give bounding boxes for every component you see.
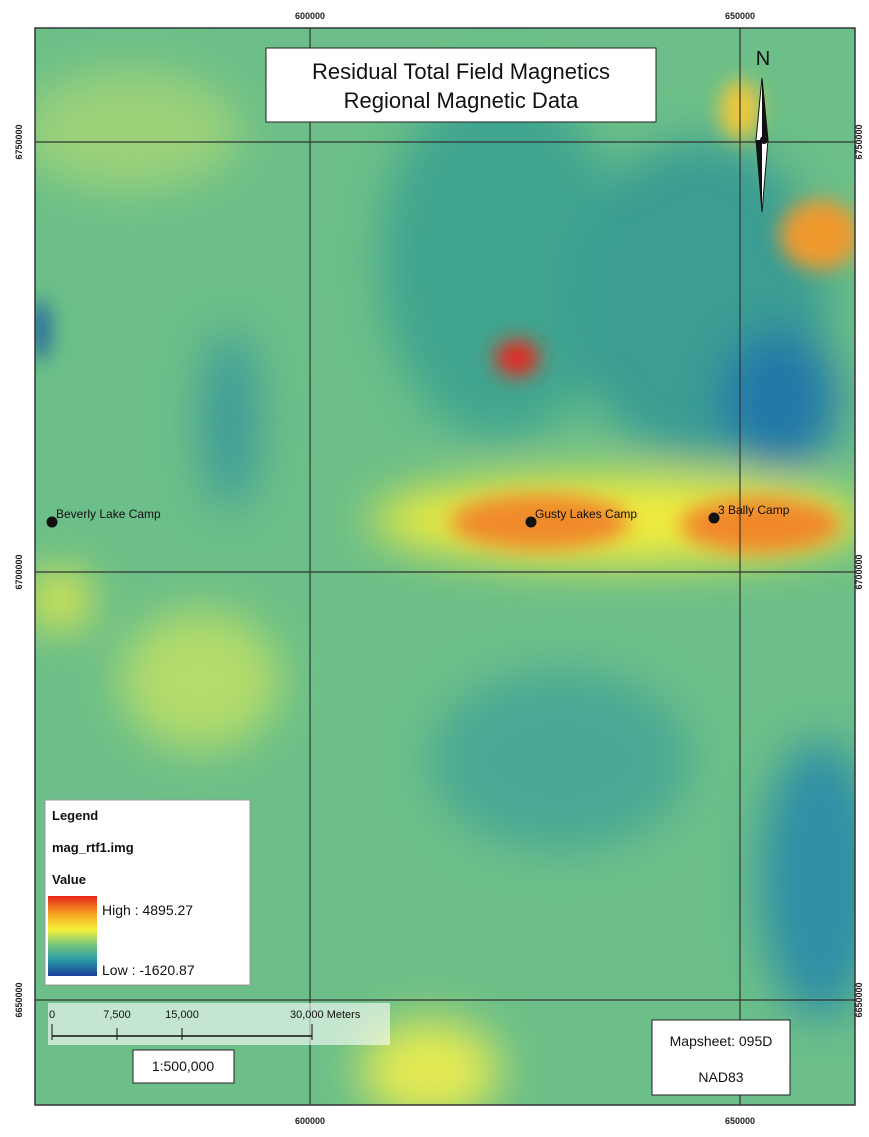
place-label: Beverly Lake Camp: [56, 507, 161, 521]
coord-label: 6650000: [14, 982, 24, 1017]
mapsheet: Mapsheet: 095D: [670, 1033, 773, 1049]
legend-low: Low : -1620.87: [102, 962, 195, 978]
coord-label: 650000: [725, 1116, 755, 1126]
legend-field: Value: [52, 872, 86, 887]
subtitle: Regional Magnetic Data: [344, 88, 580, 113]
coord-label: 6650000: [854, 982, 864, 1017]
coord-label: 650000: [725, 11, 755, 21]
color-ramp: [48, 896, 97, 976]
scale-label: 7,500: [103, 1009, 131, 1021]
page: 600000 650000 600000 650000 6750000 6700…: [0, 0, 869, 1137]
scale-ratio: 1:500,000: [152, 1058, 214, 1074]
coord-label: 6700000: [14, 554, 24, 589]
legend-layer: mag_rtf1.img: [52, 840, 134, 855]
scale-label: 30,000 Meters: [290, 1009, 361, 1021]
place-label: 3 Bally Camp: [718, 503, 790, 517]
coord-label: 600000: [295, 1116, 325, 1126]
scale-label: 0: [49, 1009, 55, 1021]
coord-label: 6750000: [854, 124, 864, 159]
north-label: N: [756, 48, 770, 70]
scale-label: 15,000: [165, 1009, 199, 1021]
place-label: Gusty Lakes Camp: [535, 507, 637, 521]
coord-label: 6750000: [14, 124, 24, 159]
title: Residual Total Field Magnetics: [312, 59, 610, 84]
info-box: Mapsheet: 095D NAD83: [652, 1020, 790, 1095]
coord-label: 6700000: [854, 554, 864, 589]
legend-high: High : 4895.27: [102, 902, 193, 918]
legend-heading: Legend: [52, 808, 98, 823]
legend: Legend mag_rtf1.img Value High : 4895.27…: [45, 800, 250, 985]
coord-label: 600000: [295, 11, 325, 21]
map: 600000 650000 600000 650000 6750000 6700…: [0, 0, 869, 1132]
datum: NAD83: [698, 1069, 743, 1085]
